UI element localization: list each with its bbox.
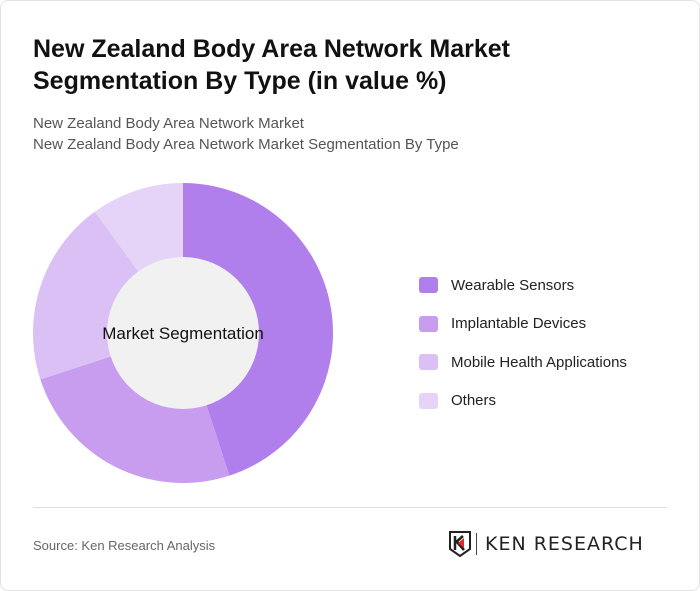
legend-label: Others <box>451 392 497 410</box>
legend-swatch <box>419 392 438 409</box>
ken-research-logo: KEN RESEARCH <box>449 531 644 557</box>
legend-item: Others <box>419 382 627 421</box>
legend-item: Implantable Devices <box>419 305 627 344</box>
chart-title: New Zealand Body Area Network Market Seg… <box>33 35 510 95</box>
legend-swatch <box>419 277 438 294</box>
legend-label: Mobile Health Applications <box>451 353 627 371</box>
source-note: Source: Ken Research Analysis <box>33 538 216 553</box>
logo-text: KEN RESEARCH <box>485 533 644 555</box>
subtitle-market: New Zealand Body Area Network Market <box>33 115 304 132</box>
divider <box>33 507 667 508</box>
legend-item: Wearable Sensors <box>419 266 627 305</box>
donut-chart: Market Segmentation <box>32 183 334 484</box>
legend-swatch <box>419 354 438 371</box>
subtitle-segmentation: New Zealand Body Area Network Market Seg… <box>33 136 459 153</box>
center-label: Market Segmentation <box>102 324 264 343</box>
legend-label: Implantable Devices <box>451 315 587 333</box>
legend-swatch <box>419 315 438 332</box>
legend: Wearable Sensors Implantable Devices Mob… <box>419 266 627 420</box>
legend-item: Mobile Health Applications <box>419 343 627 382</box>
logo-shield-icon <box>449 531 471 557</box>
donut-center <box>107 257 259 409</box>
legend-label: Wearable Sensors <box>451 276 575 294</box>
